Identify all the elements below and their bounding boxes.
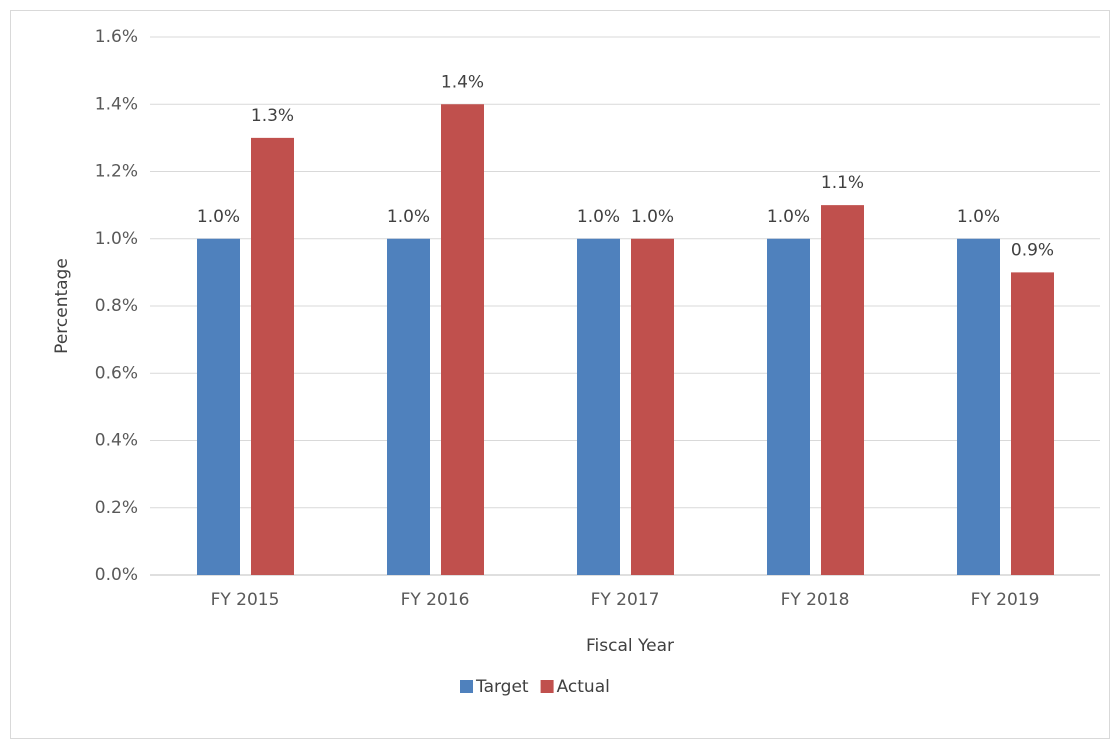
y-tick-label: 1.2% (95, 162, 138, 182)
legend-label: Target (475, 677, 529, 697)
bar (767, 238, 810, 575)
x-tick-label: FY 2019 (971, 590, 1040, 610)
x-axis-title: Fiscal Year (586, 636, 674, 656)
value-label: 1.0% (387, 207, 430, 227)
x-tick-label: FY 2016 (401, 590, 470, 610)
y-tick-label: 0.2% (95, 498, 138, 518)
chart-frame (10, 10, 1110, 739)
y-tick-label: 1.6% (95, 27, 138, 47)
bar (251, 137, 294, 575)
bar (1011, 272, 1054, 575)
bar (631, 238, 674, 575)
y-axis-title: Percentage (52, 258, 72, 354)
value-label: 1.0% (631, 207, 674, 227)
bar (441, 104, 484, 575)
value-label: 1.0% (577, 207, 620, 227)
bar (577, 238, 620, 575)
value-label: 1.3% (251, 106, 294, 126)
value-label: 1.4% (441, 72, 484, 92)
y-tick-label: 0.6% (95, 363, 138, 383)
bar (197, 238, 240, 575)
x-tick-label: FY 2017 (591, 590, 660, 610)
y-tick-label: 0.8% (95, 296, 138, 316)
value-label: 1.0% (197, 207, 240, 227)
legend-swatch (460, 680, 473, 693)
legend-label: Actual (557, 677, 610, 697)
bar (821, 205, 864, 575)
y-tick-label: 0.4% (95, 431, 138, 451)
bar (387, 238, 430, 575)
value-label: 1.0% (767, 207, 810, 227)
bar (957, 238, 1000, 575)
value-label: 1.1% (821, 173, 864, 193)
x-tick-label: FY 2018 (781, 590, 850, 610)
value-label: 0.9% (1011, 240, 1054, 260)
y-tick-label: 1.0% (95, 229, 138, 249)
legend-swatch (540, 680, 554, 693)
value-label: 1.0% (957, 207, 1000, 227)
y-tick-label: 1.4% (95, 94, 138, 114)
x-tick-label: FY 2015 (211, 590, 280, 610)
y-tick-label: 0.0% (95, 565, 138, 585)
